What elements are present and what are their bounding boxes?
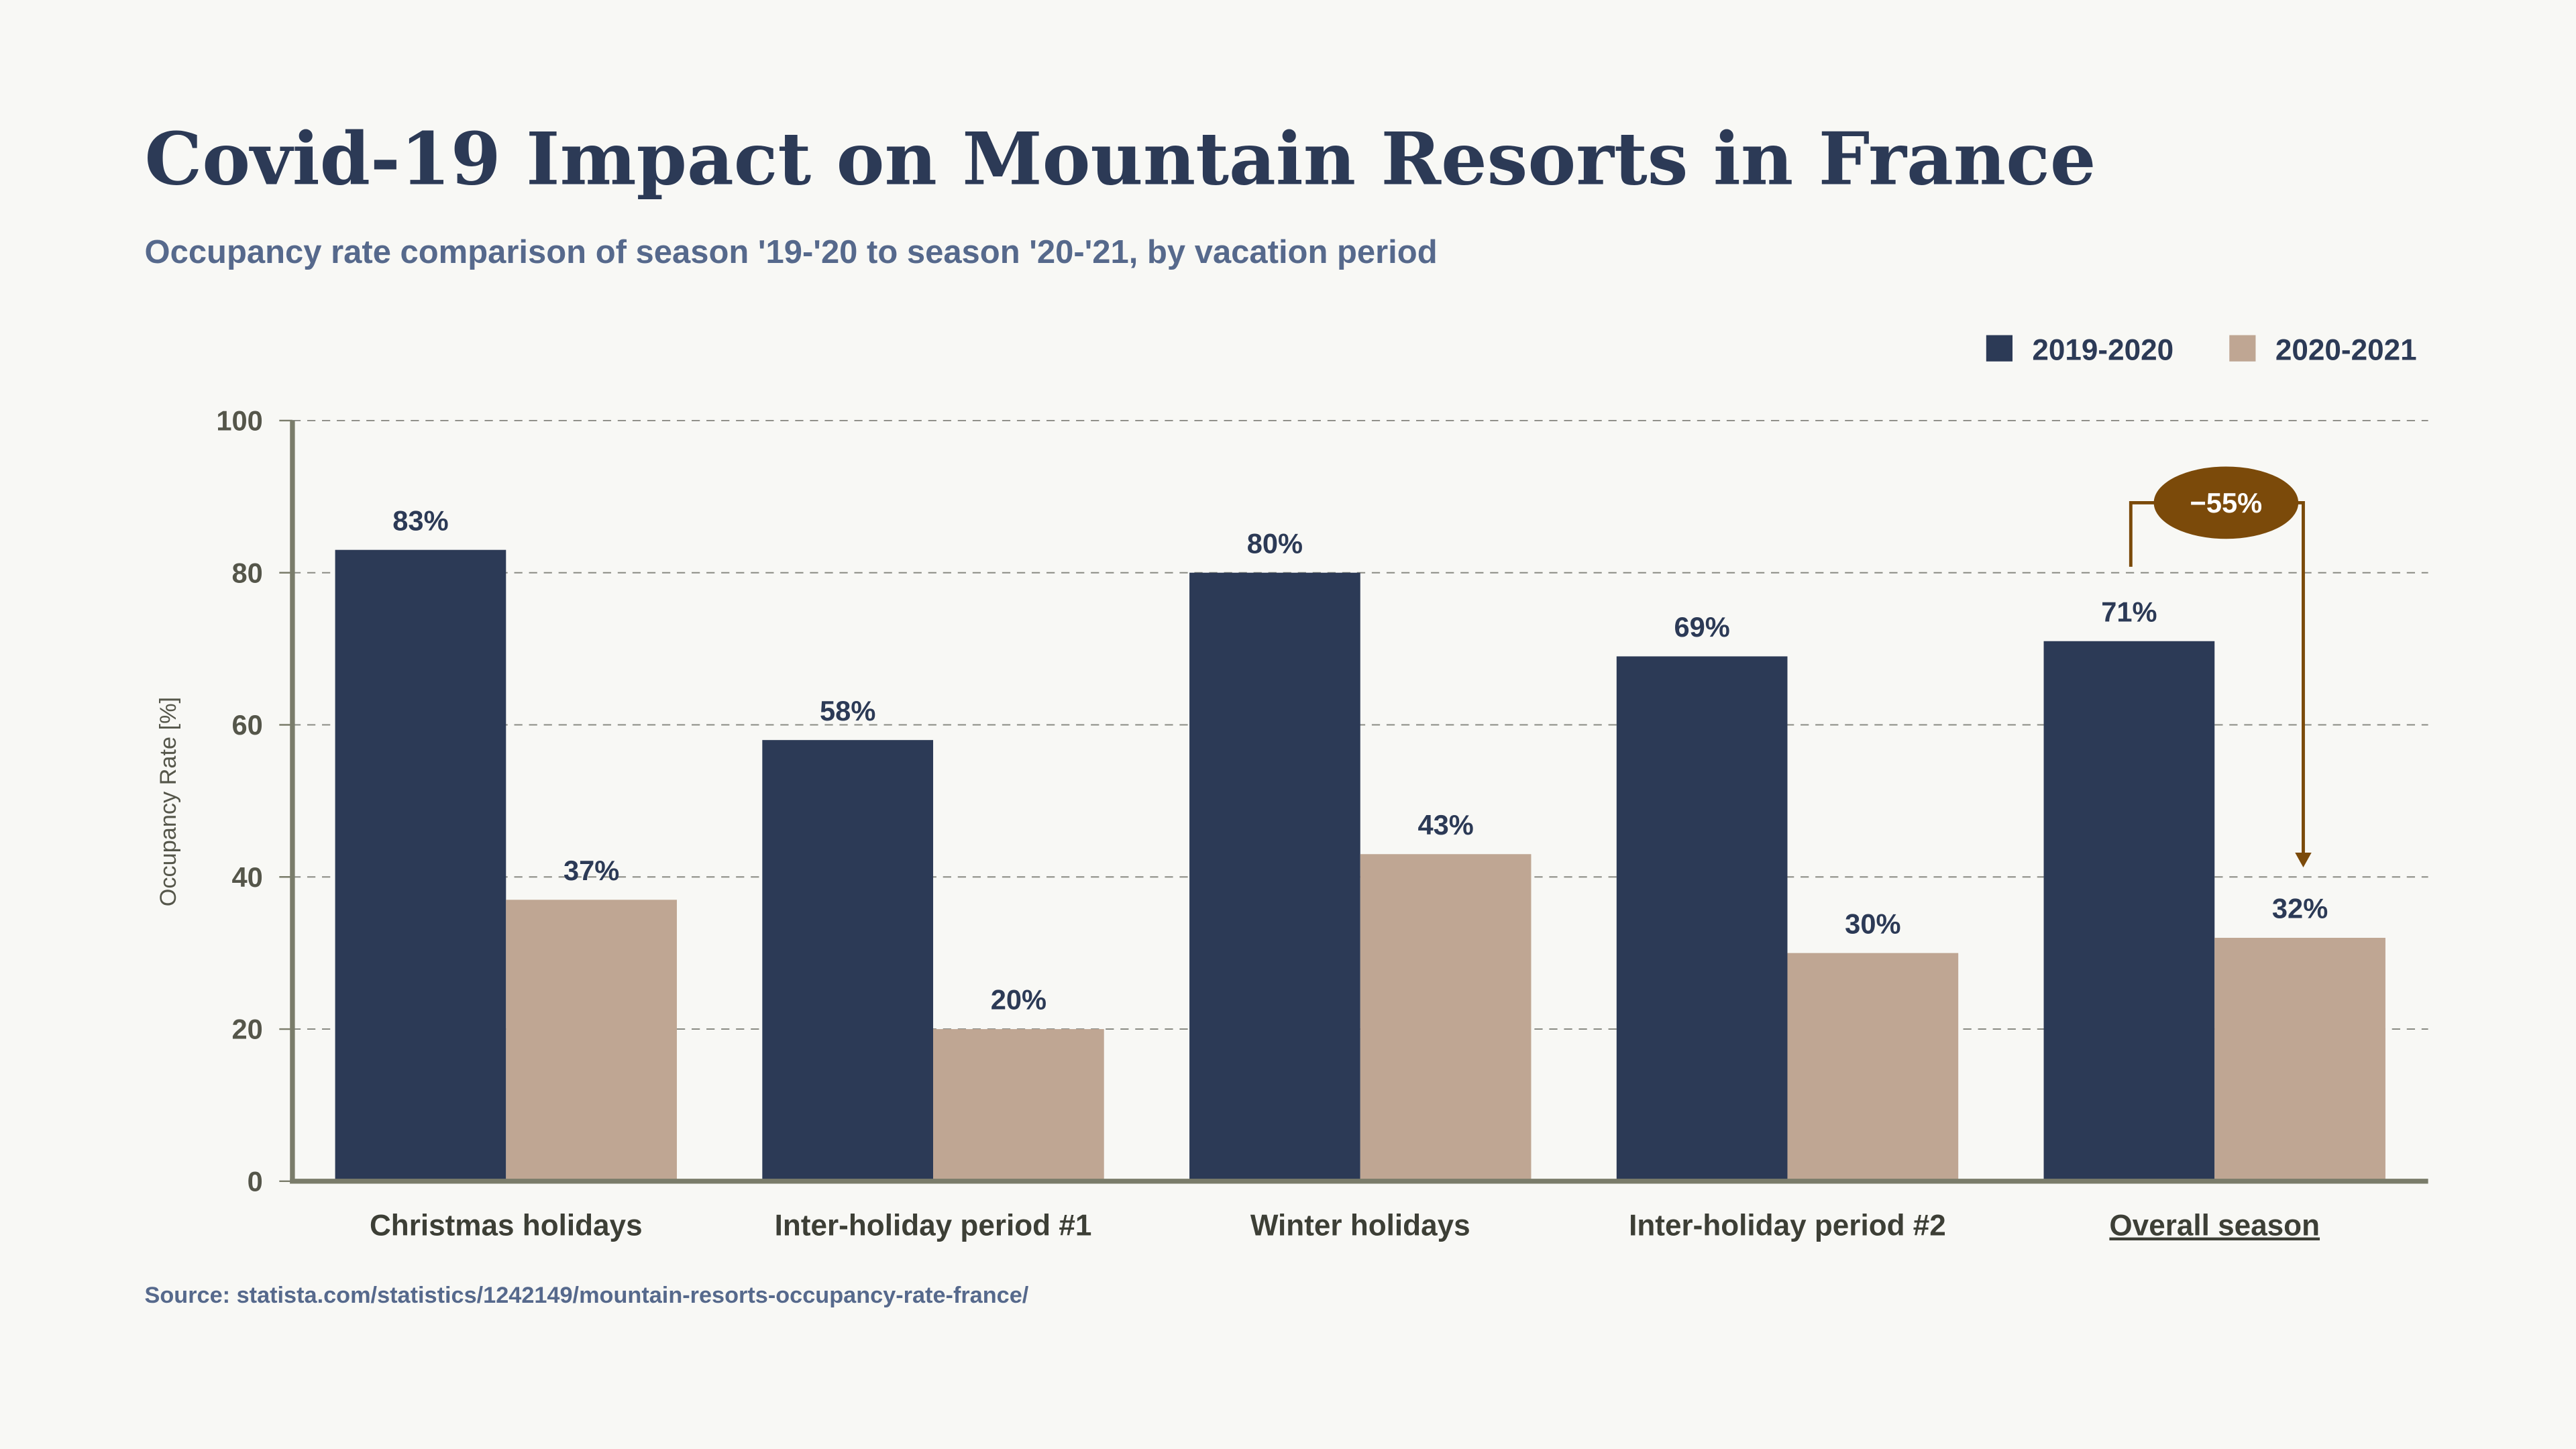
bar-2020-2021-4 <box>2214 937 2385 1181</box>
data-label: 69% <box>1674 611 1729 643</box>
data-label: 32% <box>2272 893 2328 924</box>
chart-subtitle: Occupancy rate comparison of season '19-… <box>145 234 1438 270</box>
annotation-badge <box>2153 466 2299 539</box>
legend: 2019-2020 2020-2021 <box>1986 333 2417 366</box>
x-axis-categories: Christmas holidays Inter-holiday period #… <box>370 1210 2320 1242</box>
y-tick-label: 60 <box>232 709 263 741</box>
bar-2019-2020-0 <box>335 549 506 1181</box>
annotation: −55% <box>2129 466 2312 868</box>
x-category-label: Christmas holidays <box>370 1210 643 1242</box>
data-label: 43% <box>1417 809 1473 841</box>
data-label: 83% <box>392 504 448 536</box>
x-category-label: Inter-holiday period #2 <box>1629 1210 1946 1242</box>
legend-label-2019-2020: 2019-2020 <box>2032 333 2174 366</box>
y-tick-label: 80 <box>232 557 263 588</box>
bar-2019-2020-4 <box>2043 641 2215 1181</box>
arrow-down-icon <box>2295 853 2312 868</box>
x-category-label: Winter holidays <box>1250 1210 1470 1242</box>
legend-swatch-2020-2021 <box>2229 335 2256 362</box>
x-category-label: Inter-holiday period #1 <box>775 1210 1092 1242</box>
bar-2020-2021-3 <box>1787 953 1959 1181</box>
data-label: 58% <box>820 695 875 727</box>
axes <box>290 420 2428 1184</box>
annotation-bracket-left <box>2129 500 2156 567</box>
bar-2020-2021-2 <box>1360 854 1532 1181</box>
bars: 83% 37% 58% 20% 80% 43% 69% 30% 71% 32% <box>335 504 2385 1181</box>
y-axis-ticks: 0 20 40 60 80 100 <box>216 405 292 1197</box>
y-tick-label: 40 <box>232 861 263 893</box>
data-label: 71% <box>2101 596 2157 627</box>
source-note: Source: statista.com/statistics/1242149/… <box>145 1283 1029 1308</box>
bar-2020-2021-1 <box>933 1029 1104 1181</box>
chart-title: Covid-19 Impact on Mountain Resorts in F… <box>145 117 2096 201</box>
legend-swatch-2019-2020 <box>1986 335 2012 362</box>
y-axis-label: Occupancy Rate [%] <box>156 697 181 906</box>
y-tick-label: 100 <box>216 405 262 437</box>
annotation-text: −55% <box>2190 487 2263 519</box>
bar-2019-2020-3 <box>1616 656 1788 1181</box>
bar-2020-2021-0 <box>506 900 677 1181</box>
data-label: 30% <box>1845 908 1900 939</box>
x-category-label: Overall season <box>2109 1210 2320 1242</box>
data-label: 37% <box>564 855 619 886</box>
data-label: 80% <box>1247 527 1303 559</box>
legend-label-2020-2021: 2020-2021 <box>2275 333 2417 366</box>
bar-2019-2020-1 <box>762 740 934 1181</box>
y-tick-label: 0 <box>248 1166 263 1197</box>
y-tick-label: 20 <box>232 1014 263 1045</box>
data-label: 20% <box>991 984 1046 1016</box>
bar-2019-2020-2 <box>1189 572 1360 1181</box>
